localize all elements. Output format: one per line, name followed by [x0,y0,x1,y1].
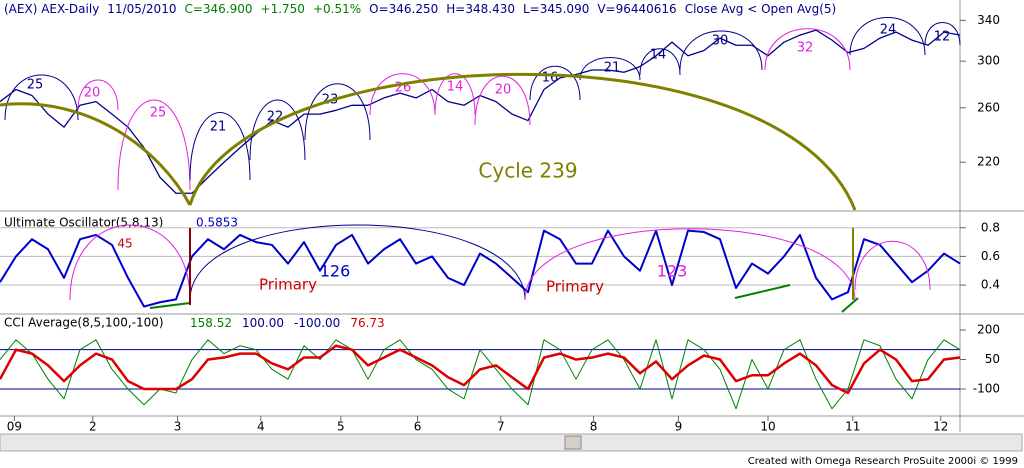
pane-title: CCI Average(8,5,100,-100) [4,316,164,330]
header-item: (AEX) AEX-Daily [4,2,99,16]
cycle-arc [369,73,436,116]
cycle-arc [474,75,531,126]
cycle-arc [529,65,581,101]
y-tick-label: 260 [977,100,1000,114]
pane-readings: 158.52 100.00 -100.00 76.73 [190,316,385,330]
cycle-label: 14 [650,48,667,63]
cycle-arc [189,224,526,301]
cycle-label: 21 [210,120,227,135]
cycle-label: 20 [84,86,101,101]
cycle-label: 30 [712,34,729,49]
pane-reading: 100.00 [242,316,284,330]
x-tick-label: 9 [675,420,683,434]
x-tick-label: 3 [174,420,182,434]
cycle-arc [854,240,931,291]
cycle-arc [189,112,251,181]
series-line [0,344,961,395]
scroll-thumb[interactable] [564,435,582,450]
y-tick-label: 220 [977,155,1000,169]
cycle-arc [0,102,192,206]
header-item: +0.51% [313,2,361,16]
annotation: Cycle 239 [478,159,577,183]
x-tick-label: 7 [497,420,505,434]
cycle-label: 24 [880,23,897,38]
y-tick-label: 0.6 [981,249,1000,263]
cycle-label: 12 [934,30,951,45]
annotation: 45 [117,237,132,251]
header-item: +1.750 [261,2,305,16]
cycle-arc [849,17,926,56]
y-tick-label: 50 [985,352,1000,366]
cycle-label: 25 [27,78,44,93]
header-item: V=96440616 [597,2,676,16]
y-tick-label: 300 [977,54,1000,68]
x-tick-label: 4 [257,420,265,434]
header-item: H=348.430 [446,2,515,16]
cycle-arc [117,99,191,191]
cycle-arc [679,30,763,71]
cycle-arc [639,48,681,76]
y-tick-label: 0.4 [981,278,1000,292]
y-tick-label: 200 [977,323,1000,337]
annotation: 126 [320,262,351,281]
trend-line [841,297,859,313]
cycle-arc [434,73,476,116]
pane-reading: 76.73 [350,316,384,330]
header-item: Close Avg < Open Avg(5) [685,2,837,16]
cycle-arc [77,79,119,111]
cycle-label: 32 [797,41,814,56]
cycle-label: 25 [150,106,167,121]
cycle-arc [524,228,856,301]
x-tick-label: 12 [933,420,948,434]
x-tick-label: 09 [7,420,22,434]
x-tick-label: 8 [590,420,598,434]
header-item: O=346.250 [369,2,438,16]
cycle-arc [188,72,857,211]
pane-reading: 158.52 [190,316,232,330]
pane-reading: -100.00 [294,316,340,330]
cycle-arc [4,74,79,121]
x-tick-label: 5 [337,420,345,434]
y-tick-label: -100 [973,382,1000,396]
annotation: Primary [259,276,317,294]
cycle-label: 20 [495,83,512,98]
trend-line [734,284,791,299]
y-tick-label: 0.8 [981,220,1000,234]
header-item: C=346.900 [184,2,252,16]
pane-title: Ultimate Oscillator(5,8,13) [4,216,163,230]
x-tick-label: 11 [845,420,860,434]
pane-reading: 0.5853 [196,216,238,230]
footer: Created with Omega Research ProSuite 200… [748,456,1018,467]
header-item: L=345.090 [523,2,589,16]
annotation: Primary [546,278,604,296]
cycle-arc [924,22,961,46]
x-tick-label: 6 [414,420,422,434]
cycle-arc [579,57,641,81]
cycle-label: 21 [604,61,621,76]
trend-line [149,302,191,309]
series-line [0,229,961,308]
x-tick-label: 2 [89,420,97,434]
cycle-arc [304,83,371,141]
cycle-arc [69,224,191,301]
annotation: 123 [657,262,688,281]
cycle-label: 14 [447,80,464,95]
cycle-arc [764,28,851,71]
header: (AEX) AEX-Daily 11/05/2010 C=346.900 +1.750… [4,2,836,16]
cycle-label: 16 [542,71,559,86]
y-tick-label: 340 [977,13,1000,27]
scrollbar[interactable] [0,433,1023,452]
header-item: 11/05/2010 [107,2,176,16]
x-tick-label: 10 [760,420,775,434]
